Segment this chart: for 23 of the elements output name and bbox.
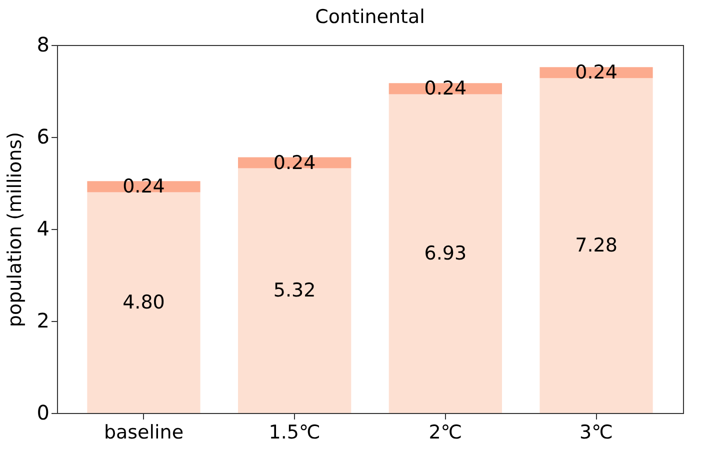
x-tick-label: baseline (104, 422, 184, 444)
x-tick-label: 3℃ (580, 422, 613, 444)
y-tick-label: 8 (36, 32, 50, 56)
data-label: 5.32 (273, 280, 316, 302)
bar (540, 78, 653, 413)
bar (238, 168, 352, 413)
data-label: 0.24 (575, 62, 618, 84)
y-tick-label: 6 (36, 124, 50, 148)
y-tick-label: 4 (36, 216, 50, 240)
y-tick-label: 0 (36, 400, 50, 424)
data-label: 0.24 (122, 176, 165, 198)
data-label: 0.24 (424, 78, 467, 100)
data-label: 7.28 (575, 234, 618, 257)
data-label: 0.24 (273, 152, 316, 174)
x-tick-label: 2℃ (428, 422, 462, 444)
y-axis-title: population (millions) (4, 132, 26, 328)
bar (388, 94, 502, 413)
data-label: 6.93 (424, 242, 467, 265)
y-tick-label: 2 (36, 308, 50, 332)
x-tick-label: 1.5℃ (268, 422, 320, 444)
chart-title: Continental (315, 6, 425, 28)
bar (87, 192, 200, 413)
data-label: 4.80 (122, 292, 165, 314)
